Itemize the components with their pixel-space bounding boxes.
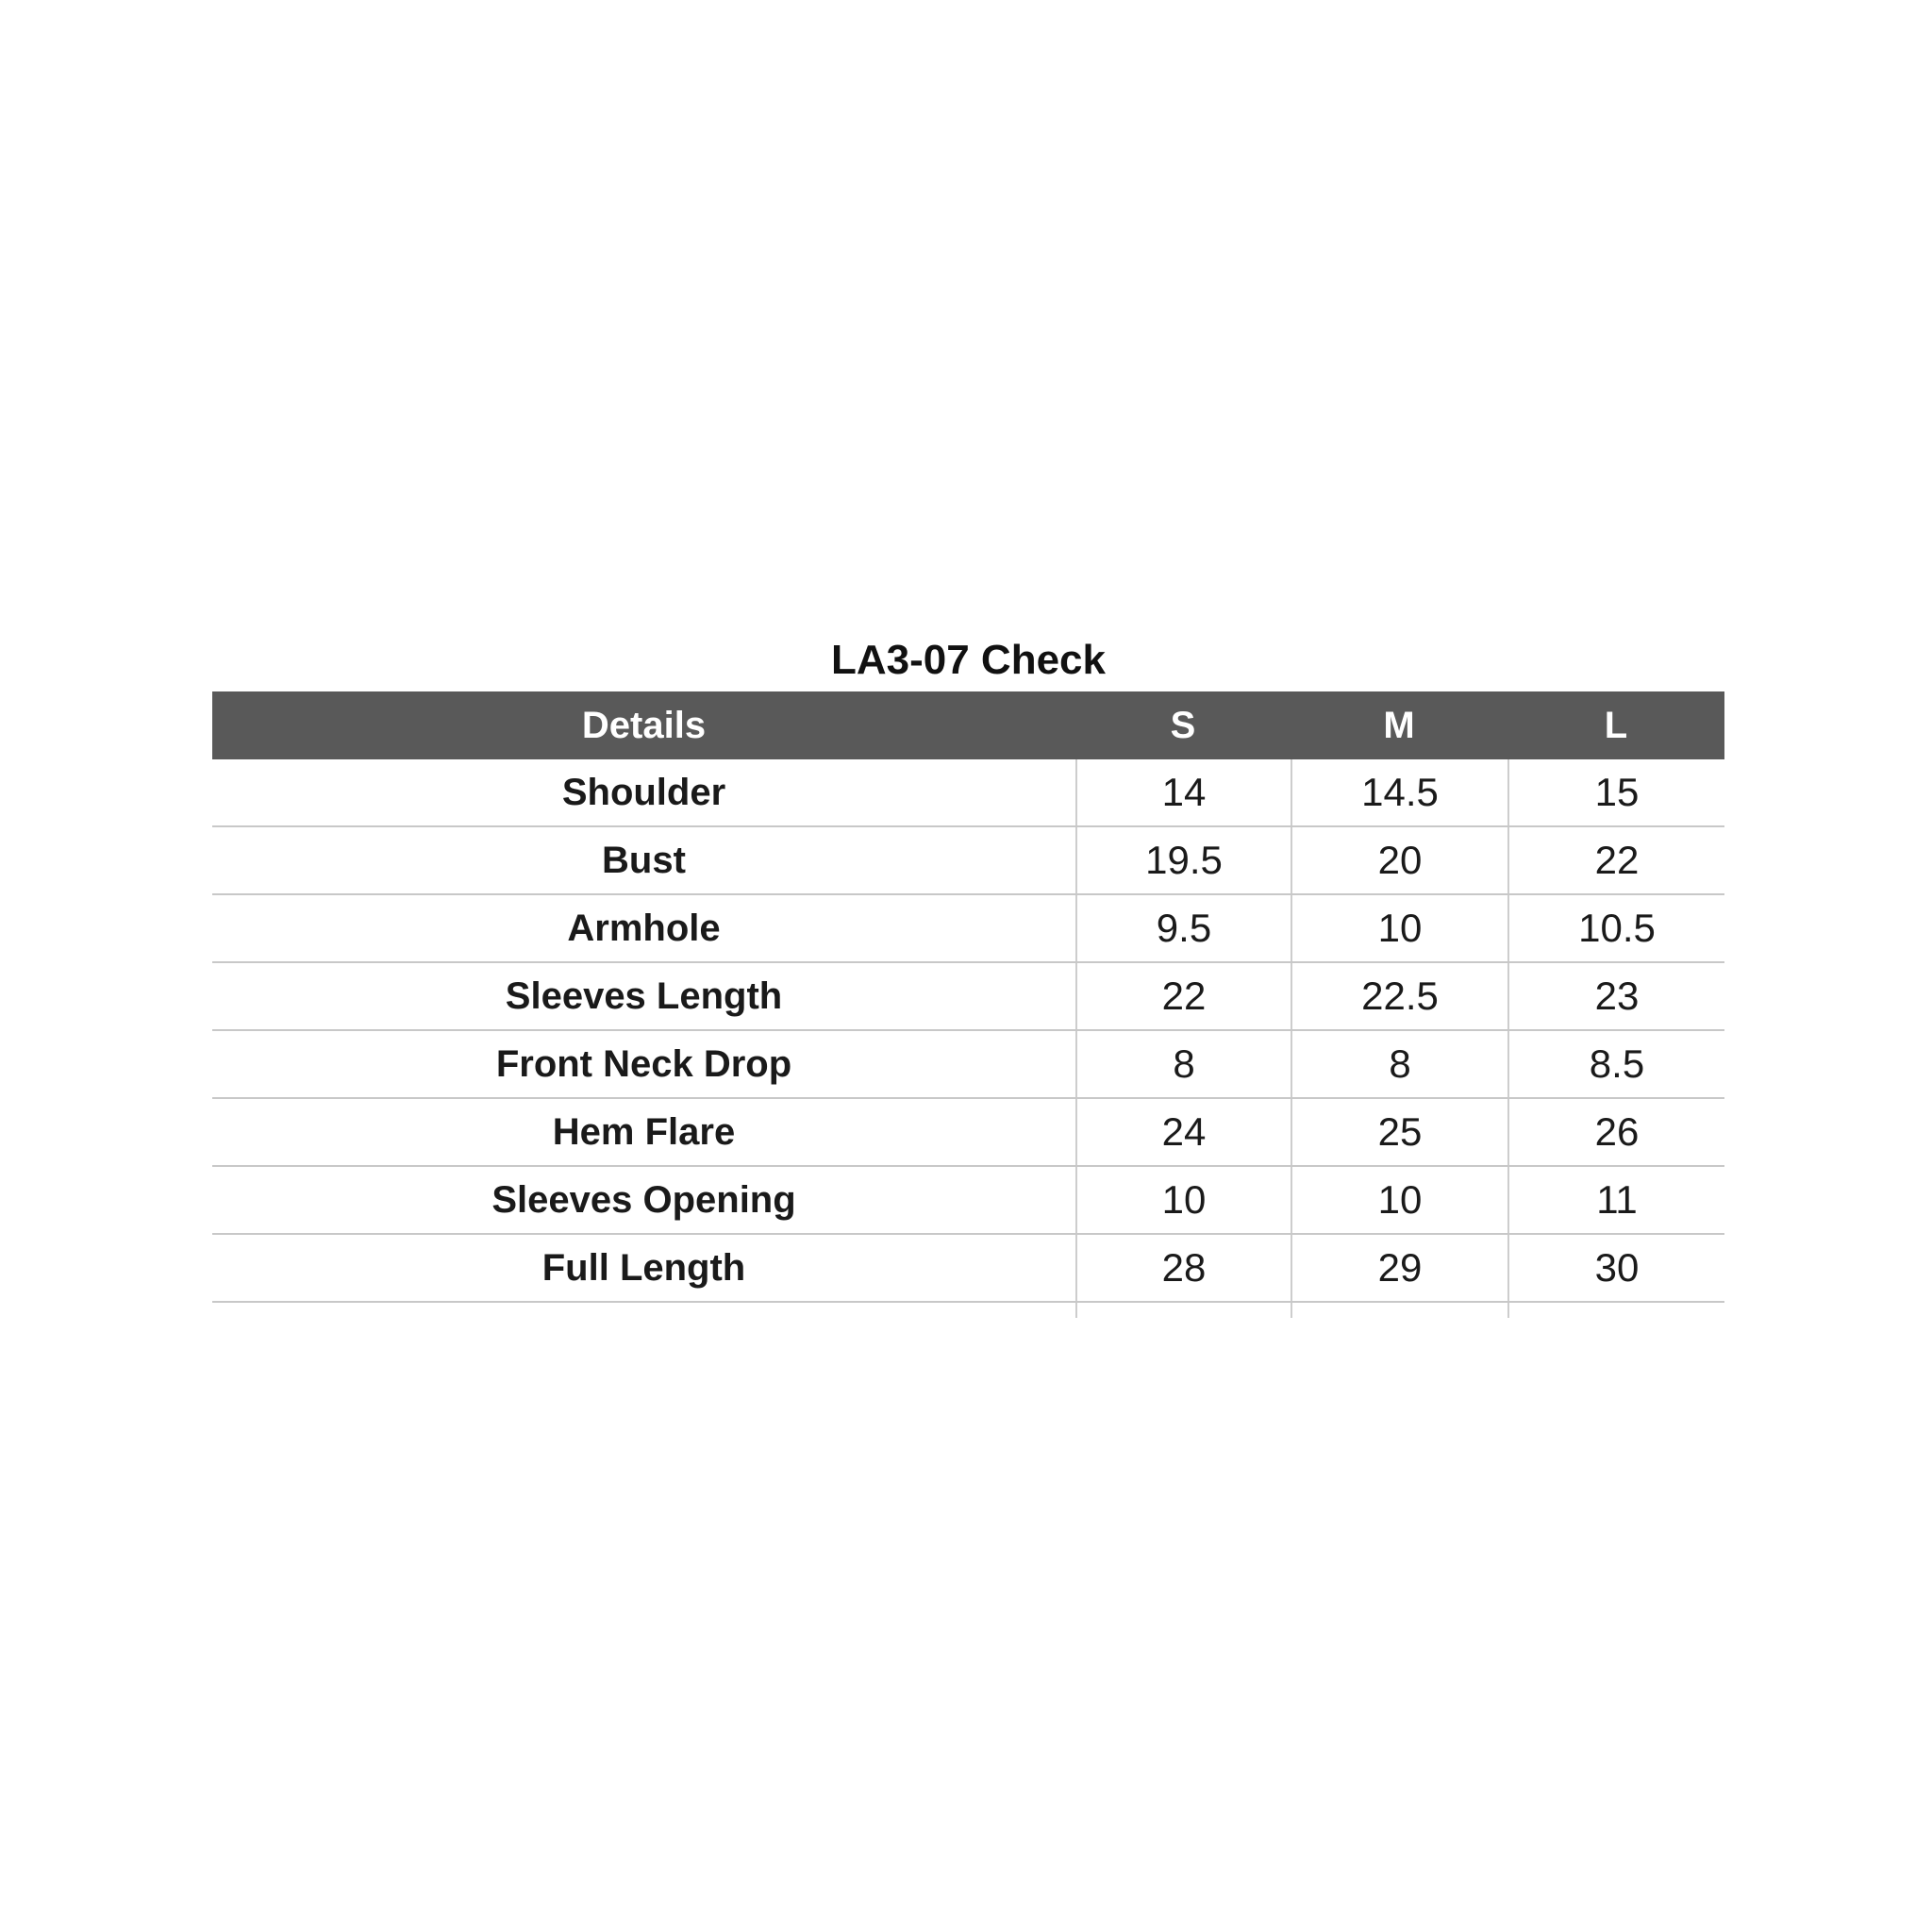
row-value-m: 20 <box>1291 827 1507 893</box>
row-value-s: 28 <box>1075 1235 1291 1301</box>
table-bottom-stub-row <box>212 1303 1724 1318</box>
row-value-m: 10 <box>1291 895 1507 961</box>
row-value-s: 14 <box>1075 759 1291 825</box>
row-value-l: 15 <box>1507 759 1724 825</box>
size-chart-table: Details S M L Shoulder 14 14.5 15 Bust 19.5 20… <box>212 691 1724 1318</box>
row-value-l: 22 <box>1507 827 1724 893</box>
stub-cell <box>1291 1303 1507 1318</box>
row-value-m: 29 <box>1291 1235 1507 1301</box>
row-value-l: 30 <box>1507 1235 1724 1301</box>
table-row: Sleeves Opening 10 10 11 <box>212 1167 1724 1235</box>
table-row: Hem Flare 24 25 26 <box>212 1099 1724 1167</box>
table-row: Armhole 9.5 10 10.5 <box>212 895 1724 963</box>
row-label: Sleeves Length <box>505 974 783 1017</box>
table-row: Sleeves Length 22 22.5 23 <box>212 963 1724 1031</box>
stub-cell <box>1075 1303 1291 1318</box>
table-body: Shoulder 14 14.5 15 Bust 19.5 20 22 Armhole 9.5 10… <box>212 759 1724 1303</box>
row-value-s: 24 <box>1075 1099 1291 1165</box>
table-row: Shoulder 14 14.5 15 <box>212 759 1724 827</box>
table-row: Full Length 28 29 30 <box>212 1235 1724 1303</box>
row-label: Shoulder <box>561 771 726 813</box>
column-header-m: M <box>1383 704 1415 746</box>
stub-cell <box>212 1303 1075 1318</box>
row-value-s: 8 <box>1075 1031 1291 1097</box>
table-row: Bust 19.5 20 22 <box>212 827 1724 895</box>
row-value-l: 10.5 <box>1507 895 1724 961</box>
row-label: Bust <box>602 839 686 881</box>
column-header-l: L <box>1604 704 1628 746</box>
row-value-l: 23 <box>1507 963 1724 1029</box>
chart-title: LA3-07 Check <box>830 637 1106 683</box>
row-label: Hem Flare <box>552 1110 736 1153</box>
row-value-m: 10 <box>1291 1167 1507 1233</box>
row-value-l: 11 <box>1507 1167 1724 1233</box>
row-value-l: 26 <box>1507 1099 1724 1165</box>
table-header-row: Details S M L <box>212 691 1724 759</box>
row-value-m: 25 <box>1291 1099 1507 1165</box>
row-value-s: 10 <box>1075 1167 1291 1233</box>
row-label: Full Length <box>541 1246 746 1289</box>
stub-cell <box>1507 1303 1724 1318</box>
row-value-m: 22.5 <box>1291 963 1507 1029</box>
row-value-m: 8 <box>1291 1031 1507 1097</box>
row-value-m: 14.5 <box>1291 759 1507 825</box>
row-value-s: 22 <box>1075 963 1291 1029</box>
row-value-s: 9.5 <box>1075 895 1291 961</box>
row-value-s: 19.5 <box>1075 827 1291 893</box>
row-value-l: 8.5 <box>1507 1031 1724 1097</box>
table-row: Front Neck Drop 8 8 8.5 <box>212 1031 1724 1099</box>
row-label: Sleeves Opening <box>491 1178 796 1221</box>
column-header-s: S <box>1170 704 1196 746</box>
row-label: Armhole <box>567 907 721 949</box>
column-header-details: Details <box>581 704 707 746</box>
row-label: Front Neck Drop <box>495 1042 792 1085</box>
